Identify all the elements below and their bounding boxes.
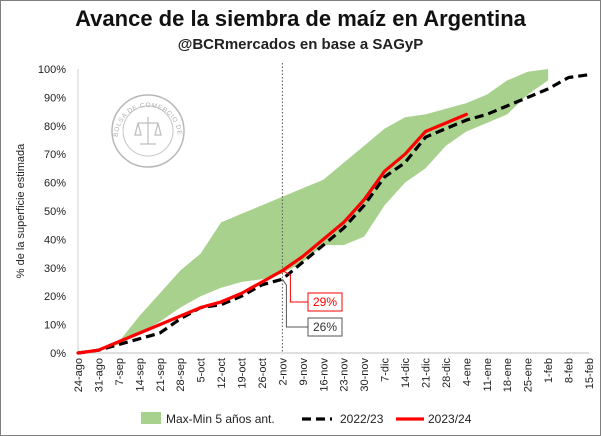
legend-label-2022-23: 2022/23 [340, 412, 384, 426]
legend-swatch-band [141, 412, 161, 424]
x-tick-label: 21-sep [155, 358, 167, 392]
x-tick-label: 12-oct [216, 358, 228, 389]
watermark-text: BOLSA DE COMERCIO DE ROSARIO [0, 0, 183, 138]
y-tick-label: 80% [44, 121, 66, 133]
watermark-scales-icon [134, 117, 162, 145]
x-tick-label: 25-ene [523, 358, 535, 392]
x-tick-label: 28-dic [441, 358, 453, 388]
y-tick-label: 90% [44, 92, 66, 104]
y-axis-label: % de la superficie estimada [15, 143, 27, 278]
band-max-min [78, 69, 549, 353]
x-tick-label: 14-sep [134, 358, 146, 392]
chart-title: Avance de la siembra de maíz en Argentin… [75, 6, 526, 31]
x-tick-label: 31-ago [93, 358, 105, 392]
x-tick-label: 9-nov [298, 358, 310, 386]
annotation-label-2022-23: 26% [313, 320, 337, 334]
x-tick-label: 16-nov [318, 358, 330, 392]
chart-subtitle: @BCRmercados en base a SAGyP [177, 36, 424, 53]
x-tick-label: 24-ago [73, 358, 85, 392]
x-tick-label: 4-ene [461, 358, 473, 386]
x-tick-label: 21-dic [420, 358, 432, 388]
y-tick-label: 70% [44, 149, 66, 161]
x-tick-label: 7-dic [380, 358, 392, 382]
x-tick-label: 15-feb [584, 358, 596, 389]
y-tick-label: 60% [44, 178, 66, 190]
x-tick-label: 11-ene [482, 358, 494, 391]
y-tick-label: 20% [44, 291, 66, 303]
annotation-box-2022-23 [307, 317, 343, 337]
x-tick-label: 26-oct [257, 358, 269, 389]
y-tick-label: 30% [44, 263, 66, 275]
x-tick-label: 19-oct [237, 358, 249, 389]
annotation-box-2023-24 [307, 292, 343, 312]
series-line-2023-24 [76, 112, 468, 355]
annotation-label-2023-24: 29% [313, 295, 337, 309]
series-line-2022-23 [77, 73, 590, 355]
watermark-seal-inner [122, 105, 174, 157]
x-tick-label: 2-nov [277, 358, 289, 386]
y-tick-label: 10% [44, 320, 66, 332]
legend-label-band: Max-Min 5 años ant. [166, 412, 275, 426]
y-tick-label: 100% [38, 64, 66, 76]
x-tick-label: 23-nov [339, 358, 351, 392]
x-tick-label: 1-feb [543, 358, 555, 383]
watermark-seal-outer [111, 94, 185, 168]
legend-label-2023-24: 2023/24 [428, 412, 472, 426]
y-tick-label: 0% [50, 348, 66, 360]
x-tick-label: 18-ene [502, 358, 514, 392]
x-tick-label: 30-nov [359, 358, 371, 392]
annotation-leader-2023-24 [282, 270, 308, 303]
y-tick-label: 40% [44, 234, 66, 246]
x-tick-label: 28-sep [175, 358, 187, 392]
x-tick-label: 8-feb [564, 358, 576, 383]
annotation-leader-2022-23 [281, 278, 308, 328]
x-tick-label: 14-dic [400, 358, 412, 388]
y-tick-label: 50% [44, 206, 66, 218]
x-tick-label: 7-sep [114, 358, 126, 386]
x-tick-label: 5-oct [196, 358, 208, 382]
